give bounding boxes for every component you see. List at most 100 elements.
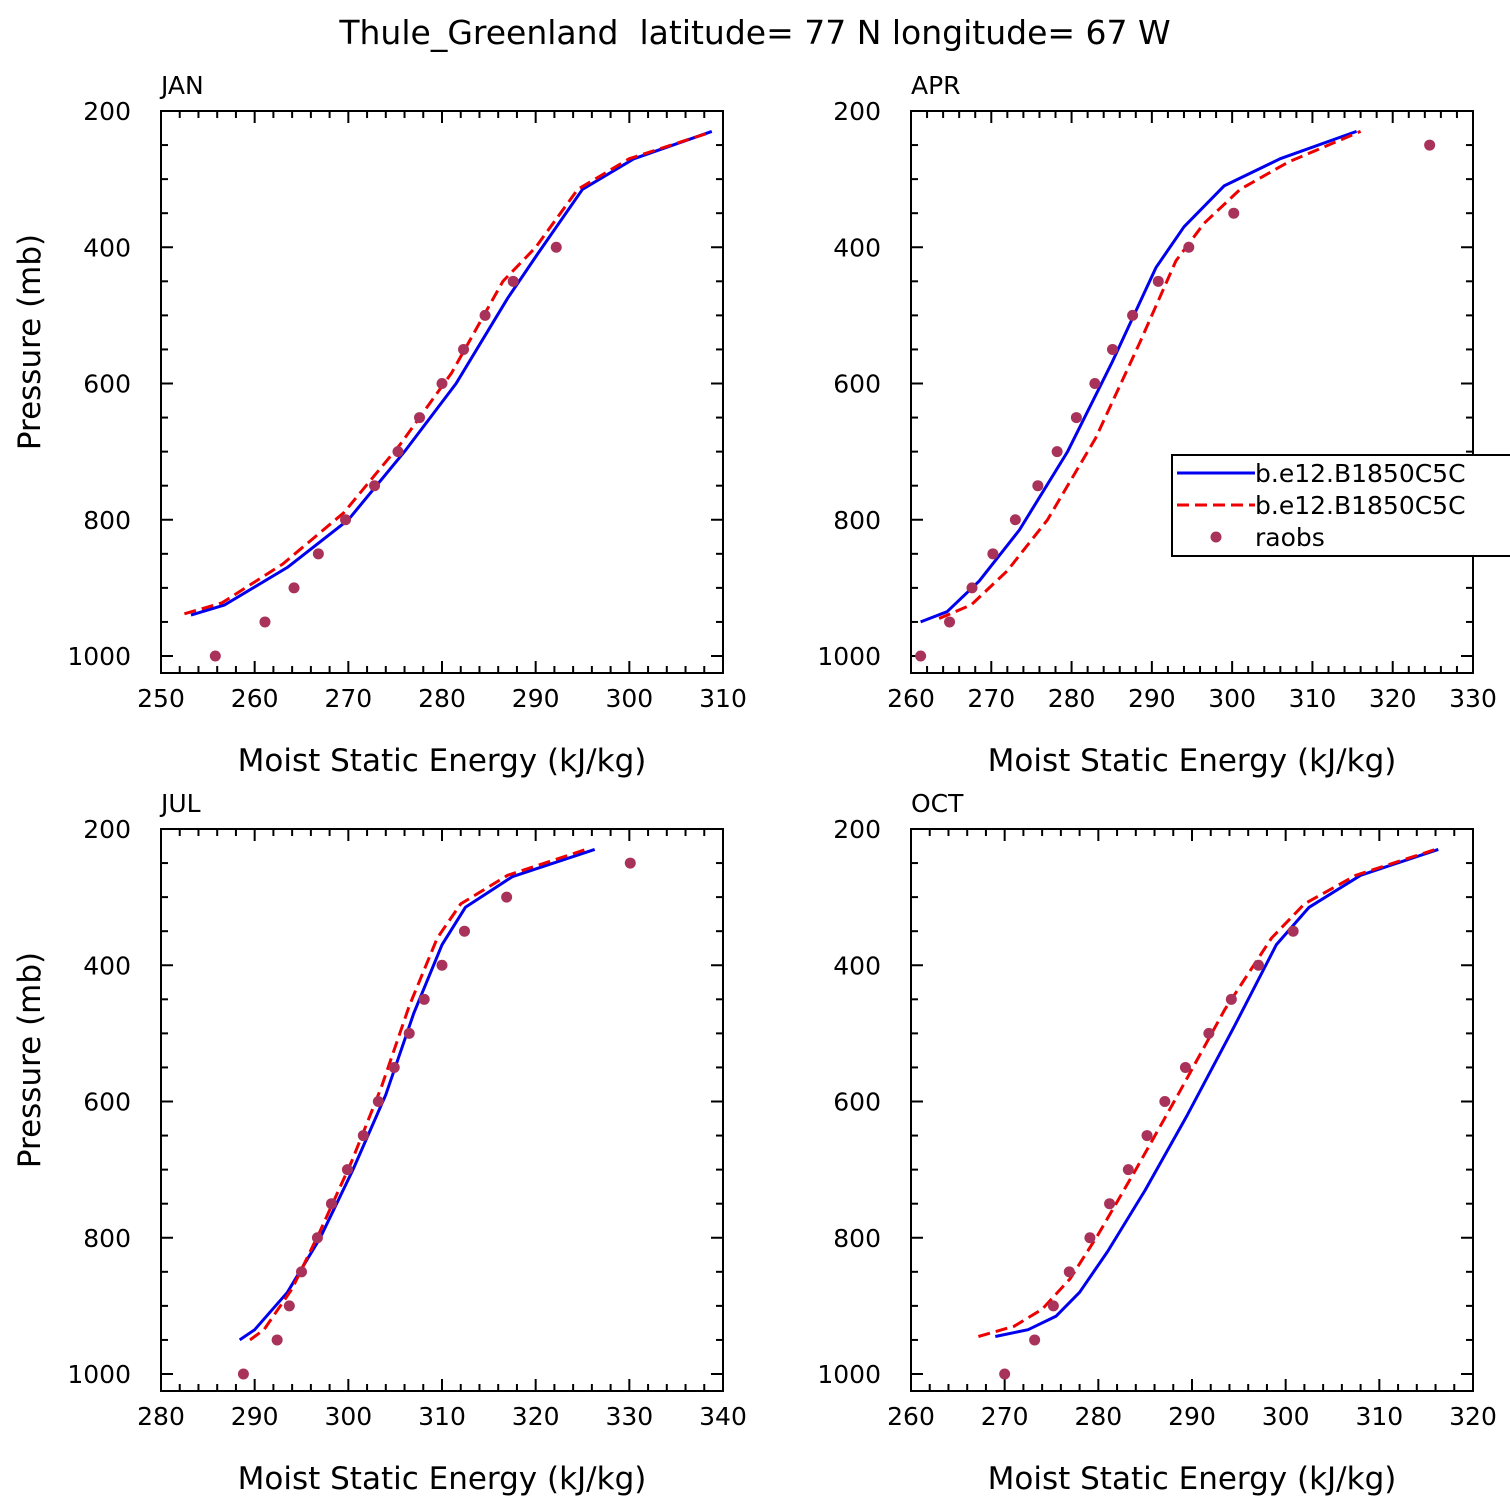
- panel-apr-raobs-point: [1183, 241, 1195, 253]
- panel-oct-raobs-point: [1084, 1232, 1096, 1244]
- panel-jan-xtick-label: 280: [418, 684, 466, 713]
- panel-oct-ytick-label: 200: [833, 815, 881, 844]
- panel-jan-raobs-point: [288, 582, 300, 594]
- panel-jul-ytick-label: 800: [83, 1224, 131, 1253]
- panel-jan-xtick-label: 310: [699, 684, 747, 713]
- panel-jan-raobs-point: [209, 650, 221, 662]
- panel-jul-raobs-point: [237, 1368, 249, 1380]
- panel-oct-ytick-label: 600: [833, 1088, 881, 1117]
- panel-oct-raobs-point: [1063, 1266, 1075, 1278]
- panel-jan-series-line-blue: [190, 129, 713, 617]
- panel-jul-raobs-point: [296, 1266, 307, 1278]
- panel-oct-xtick-label: 280: [1074, 1402, 1122, 1431]
- panel-jan-ytick-label: 200: [83, 97, 131, 126]
- panel-oct-raobs-point: [1104, 1198, 1116, 1210]
- panel-jul-series-line-red: [249, 846, 591, 1342]
- panel-jul-raobs-point: [325, 1198, 337, 1210]
- panel-apr-xtick-label: 330: [1449, 684, 1497, 713]
- panel-jul-raobs-point: [624, 857, 636, 869]
- panel-jan-ytick-label: 800: [83, 506, 131, 535]
- panel-apr-raobs-point: [1070, 412, 1082, 424]
- panel-jan: 250 260 270 280 290 300 310 200 400 600 800 1000 JAN…: [12, 71, 747, 779]
- panel-jan-raobs-point: [392, 446, 404, 458]
- panel-apr-ytick-label: 600: [833, 370, 881, 399]
- panel-apr-raobs-point: [1127, 309, 1139, 321]
- panel-jul-label: JUL: [159, 789, 201, 818]
- panel-jul: 280 290 300 310 320 330 340 200 400 600 800 1000 JUL…: [12, 789, 747, 1497]
- panel-apr-raobs-point: [1424, 139, 1436, 151]
- panel-jul-ytick-label: 200: [83, 815, 131, 844]
- panel-oct-xtick-label: 270: [981, 1402, 1029, 1431]
- panel-jul-xtick-label: 320: [512, 1402, 560, 1431]
- panel-jul-raobs-point: [458, 925, 470, 937]
- panel-jan-xtick-label: 260: [231, 684, 279, 713]
- panel-oct-raobs-point: [1287, 925, 1299, 937]
- panel-jul-raobs-point: [372, 1096, 384, 1107]
- panel-jan-xlabel: Moist Static Energy (kJ/kg): [238, 743, 647, 779]
- panel-apr-xtick-label: 300: [1208, 684, 1256, 713]
- panel-oct-xlabel: Moist Static Energy (kJ/kg): [988, 1461, 1397, 1497]
- panel-apr-ytick-label: 400: [833, 233, 881, 262]
- panel-apr-xtick-label: 310: [1289, 684, 1337, 713]
- panel-apr-raobs-point: [987, 548, 999, 560]
- panel-apr-ytick-label: 800: [833, 506, 881, 535]
- panel-oct-raobs-point: [1029, 1334, 1041, 1346]
- panel-apr-raobs-point: [915, 650, 927, 662]
- panel-jul-frame: [160, 828, 724, 1392]
- panel-jan-ytick-label: 400: [83, 233, 131, 262]
- panel-jul-raobs-point: [436, 959, 448, 971]
- panel-jan-raobs-point: [312, 548, 324, 560]
- panel-jan-ytick-label: 600: [83, 370, 131, 399]
- panel-jan-raobs-point: [340, 514, 352, 526]
- panel-oct-series-line-red: [977, 847, 1436, 1338]
- panel-oct-ytick-label: 800: [833, 1224, 881, 1253]
- panel-jul-ytick-label: 400: [83, 951, 131, 980]
- panel-oct: 260 270 280 290 300 310 320 200 400 600 800 1000 OCT…: [817, 789, 1496, 1497]
- panel-jan-raobs-point: [479, 309, 491, 321]
- panel-oct-ytick-label: 1000: [817, 1360, 881, 1389]
- panel-apr-label: APR: [911, 71, 961, 100]
- panel-jul-xtick-label: 300: [324, 1402, 372, 1431]
- panel-jul-raobs-point: [388, 1061, 400, 1073]
- panel-apr: 260 270 280 290 300 310 320 330 200 400 600 800 1000…: [817, 71, 1496, 779]
- figure-title: Thule_Greenland latitude= 77 N longitude…: [338, 13, 1170, 52]
- panel-jan-frame: [160, 110, 724, 674]
- panel-jan-xtick-label: 270: [324, 684, 372, 713]
- panel-oct-xtick-label: 300: [1262, 1402, 1310, 1431]
- panel-oct-series-line-blue: [994, 847, 1439, 1338]
- panel-apr-ytick-label: 1000: [817, 642, 881, 671]
- legend-label-blue: b.e12.B1850C5C: [1255, 459, 1466, 488]
- panel-jan-raobs-point: [436, 378, 448, 389]
- legend-label-raobs: raobs: [1255, 523, 1325, 552]
- panel-apr-series-line-red: [938, 130, 1362, 620]
- panel-apr-raobs-point: [966, 582, 978, 594]
- legend-marker-raobs: [1210, 531, 1222, 543]
- panel-apr-raobs-point: [1051, 446, 1063, 458]
- panel-oct-raobs-point: [1141, 1130, 1153, 1142]
- panel-jan-raobs-point: [369, 480, 381, 492]
- panel-jul-raobs-point: [418, 993, 430, 1005]
- panel-oct-raobs-point: [1159, 1096, 1171, 1107]
- panel-jul-raobs-point: [403, 1027, 415, 1039]
- panel-apr-xtick-label: 270: [967, 684, 1015, 713]
- legend: b.e12.B1850C5C b.e12.B1850C5C raobs: [1171, 454, 1510, 557]
- panel-oct-raobs-point: [1179, 1061, 1191, 1073]
- panel-jul-raobs-point: [501, 891, 513, 903]
- panel-jan-series-line-red: [183, 131, 710, 616]
- panel-oct-raobs-point: [999, 1368, 1011, 1380]
- panel-jul-xtick-label: 310: [418, 1402, 466, 1431]
- panel-apr-raobs-point: [944, 616, 956, 628]
- panel-jul-raobs-point: [357, 1130, 369, 1142]
- panel-apr-raobs-point: [1152, 275, 1164, 287]
- panel-jan-xtick-label: 300: [605, 684, 653, 713]
- panel-jan-raobs-point: [259, 616, 271, 628]
- panel-jul-ylabel: Pressure (mb): [12, 952, 48, 1168]
- panel-jul-xtick-label: 340: [699, 1402, 747, 1431]
- panel-apr-xtick-label: 260: [887, 684, 935, 713]
- panel-jan-ytick-label: 1000: [67, 642, 131, 671]
- panel-jul-raobs-point: [311, 1232, 323, 1244]
- panel-jan-label: JAN: [159, 71, 204, 100]
- panel-jul-raobs-point: [283, 1300, 295, 1312]
- panel-oct-xtick-label: 290: [1168, 1402, 1216, 1431]
- panel-jan-xtick-label: 250: [137, 684, 185, 713]
